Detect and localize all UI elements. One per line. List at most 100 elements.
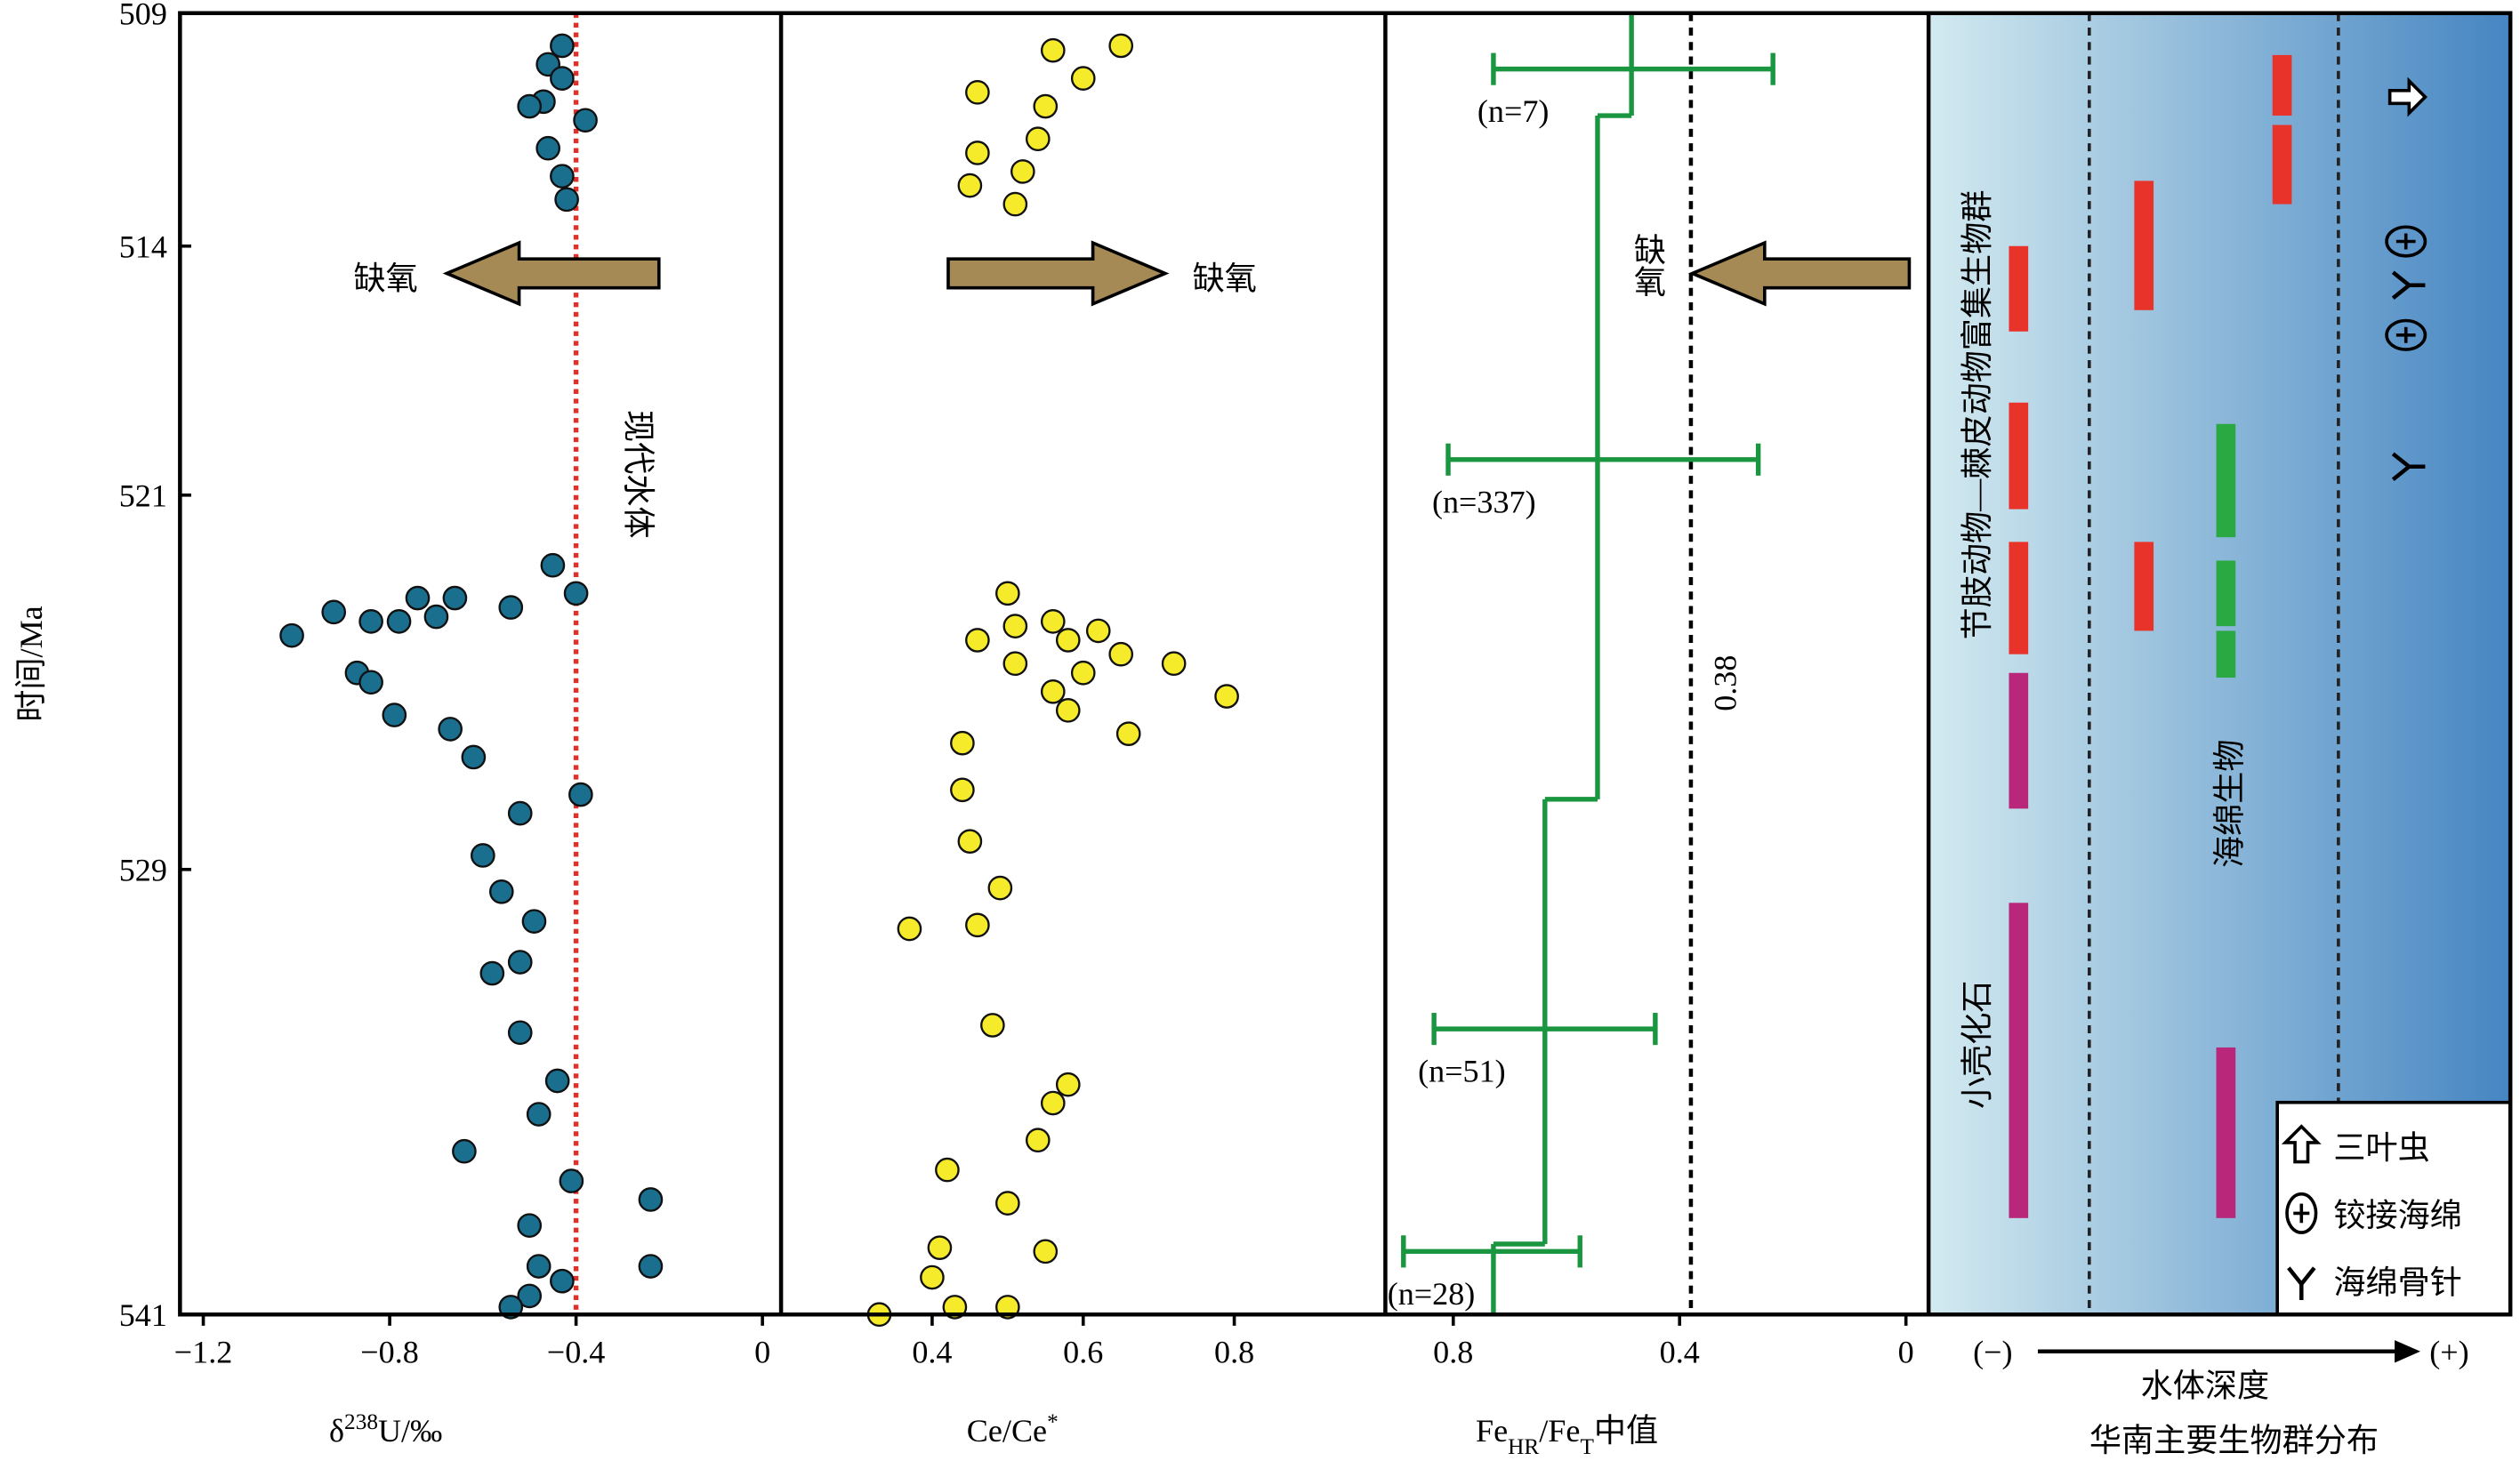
data-point [1055, 698, 1081, 723]
data-point [471, 843, 495, 868]
taxon-symbol [2391, 452, 2426, 482]
data-point [507, 800, 533, 826]
taxon-symbol [2391, 270, 2426, 300]
data-point [442, 585, 468, 611]
data-point [1040, 609, 1066, 634]
data-point [957, 173, 983, 198]
data-point [965, 80, 990, 105]
data-point [638, 1187, 664, 1212]
data-point [568, 782, 593, 807]
data-point [1055, 628, 1081, 653]
data-point [550, 66, 575, 91]
range-bar [2272, 124, 2292, 205]
data-point [957, 829, 983, 855]
data-point [358, 670, 383, 695]
data-point [550, 33, 575, 59]
range-bar [2216, 423, 2236, 538]
data-point [1115, 721, 1141, 746]
taxon-symbol [2387, 76, 2427, 117]
axis-label: 水体深度 [2141, 1368, 2270, 1403]
x-axis-label-part: δ [329, 1413, 344, 1449]
data-point [321, 599, 347, 625]
x-tick-label: −0.4 [547, 1334, 606, 1369]
data-point [521, 909, 547, 934]
range-bar [2134, 181, 2154, 310]
range-bar [2272, 54, 2292, 116]
data-point [573, 108, 598, 133]
x-axis-label-part: Fe [1476, 1413, 1508, 1449]
data-point [279, 622, 304, 648]
data-point [517, 93, 543, 119]
data-point [638, 1254, 664, 1279]
annotation: 缺氧 [1630, 233, 1665, 297]
data-point [358, 609, 383, 634]
plot: 509 514 521 529 541 时间/Ma −1.2 −0.8 −0.4 0 δ238U/‰… [13, 0, 2512, 1459]
data-point [550, 164, 575, 189]
data-point [507, 950, 533, 975]
data-point [535, 135, 560, 161]
data-point [965, 912, 990, 938]
y-tick-label: 514 [119, 229, 167, 264]
data-point [438, 717, 463, 742]
legend-symbol [2287, 1266, 2316, 1300]
data-point [540, 552, 566, 578]
data-point [479, 960, 505, 986]
x-tick-label: 0.6 [1063, 1334, 1103, 1369]
data-point [1055, 1072, 1081, 1097]
data-point [544, 1068, 570, 1094]
group-label: 小壳化石 [1960, 980, 1995, 1109]
data-point [461, 744, 487, 770]
x-tick-label: 0.8 [1433, 1334, 1473, 1369]
data-point [1070, 660, 1096, 686]
frames [178, 11, 2513, 1317]
axis-end: (−) [1973, 1334, 2012, 1369]
range-bar [2134, 542, 2154, 631]
x-tick-label: 0.8 [1214, 1334, 1254, 1369]
frame [178, 11, 2513, 1317]
data-point [498, 595, 524, 620]
data-point [382, 702, 407, 727]
x-axis-label: FeHR/FeT中值 [1476, 1413, 1658, 1459]
data-point [526, 1254, 552, 1279]
legend-symbol [2281, 1124, 2322, 1164]
data-point [423, 604, 449, 630]
range-bar [2216, 630, 2236, 678]
data-point [1214, 684, 1239, 709]
data-point [517, 1213, 543, 1238]
data-point [1040, 37, 1066, 63]
data-point [1002, 191, 1028, 217]
x-axis-label-part: T [1580, 1434, 1594, 1459]
data-point [507, 1020, 533, 1046]
x-axis-label: δ238U/‰ [329, 1409, 442, 1449]
data-point [950, 777, 975, 803]
data-point [1033, 1239, 1059, 1264]
y-tick-label: 509 [119, 0, 167, 31]
error-bar-label: (n=51) [1418, 1054, 1506, 1089]
range-bar [2216, 560, 2236, 627]
data-point [488, 879, 514, 904]
error-bar-label: (n=28) [1388, 1276, 1476, 1312]
axis-end: (+) [2429, 1334, 2468, 1369]
x-axis-label-part: /Fe [1539, 1413, 1580, 1449]
x-axis-label-part: * [1047, 1409, 1059, 1434]
legend-label: 铰接海绵 [2333, 1198, 2462, 1233]
error-bar-label: (n=337) [1432, 484, 1536, 519]
group-label: 节肢动物—棘皮动物富集生物群 [1960, 190, 1995, 640]
x-tick-label: 0.4 [1660, 1334, 1700, 1369]
data-point [987, 875, 1013, 901]
data-point [1161, 651, 1187, 677]
data-point [1040, 678, 1066, 704]
range-bar [2009, 672, 2029, 809]
data-point [559, 1168, 584, 1193]
data-point [995, 1191, 1020, 1216]
data-point [1010, 159, 1035, 184]
sponge-outline [2385, 225, 2427, 258]
legend-symbol [2285, 1192, 2318, 1234]
sponge-outline [2385, 318, 2427, 351]
data-point [1025, 126, 1051, 152]
range-bar [2009, 402, 2029, 510]
x-axis-label-part: 中值 [1594, 1413, 1658, 1449]
y-axis-label: 时间/Ma [13, 606, 49, 721]
data-point [995, 581, 1020, 606]
